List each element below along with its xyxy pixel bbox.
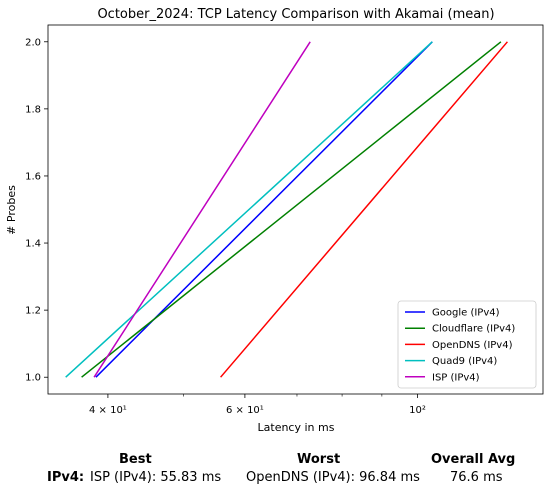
x-axis-label: Latency in ms	[258, 421, 335, 434]
y-tick-label: 2.0	[25, 37, 41, 48]
summary-table: Best Worst Overall Avg IPv4: ISP (IPv4):…	[0, 450, 551, 496]
latency-chart: October_2024: TCP Latency Comparison wit…	[5, 7, 544, 434]
legend: Google (IPv4) Cloudflare (IPv4) OpenDNS (I…	[397, 300, 537, 389]
series-line-4	[65, 41, 433, 378]
y-axis-label: # Probes	[5, 185, 18, 235]
chart-title: October_2024: TCP Latency Comparison wit…	[97, 7, 494, 22]
y-tick-label: 1.6	[25, 171, 41, 182]
series-line-2	[81, 41, 502, 378]
ipv4-row-label: IPv4:	[47, 470, 85, 485]
x-tick-label: 4 × 10¹	[89, 405, 127, 416]
x-tick-label: 6 × 10¹	[226, 405, 264, 416]
overall-avg-header: Overall Avg	[431, 452, 516, 467]
plot-area: 4 × 10¹ 6 × 10¹ 10² 1.0 1.2 1.4 1.6 1.8 2.0	[25, 24, 544, 416]
worst-value: OpenDNS (IPv4): 96.84 ms	[246, 470, 420, 485]
y-tick-label: 1.4	[25, 239, 41, 250]
legend-label-2: Cloudflare (IPv4)	[432, 324, 515, 335]
legend-label-4: Quad9 (IPv4)	[432, 356, 497, 367]
y-tick-label: 1.8	[25, 104, 41, 115]
series-line-3	[220, 41, 508, 378]
best-header: Best	[119, 452, 152, 467]
plot-frame	[47, 24, 544, 395]
legend-label-1: Google (IPv4)	[432, 308, 500, 319]
y-tick-label: 1.0	[25, 373, 41, 384]
legend-label-3: OpenDNS (IPv4)	[432, 340, 513, 351]
worst-header: Worst	[297, 452, 341, 467]
series-line-5	[93, 41, 311, 378]
overall-avg-value: 76.6 ms	[450, 470, 503, 485]
legend-box	[397, 300, 537, 389]
best-value: ISP (IPv4): 55.83 ms	[90, 470, 222, 485]
legend-label-5: ISP (IPv4)	[432, 372, 480, 383]
y-tick-label: 1.2	[25, 306, 41, 317]
x-tick-label: 10²	[409, 405, 426, 416]
